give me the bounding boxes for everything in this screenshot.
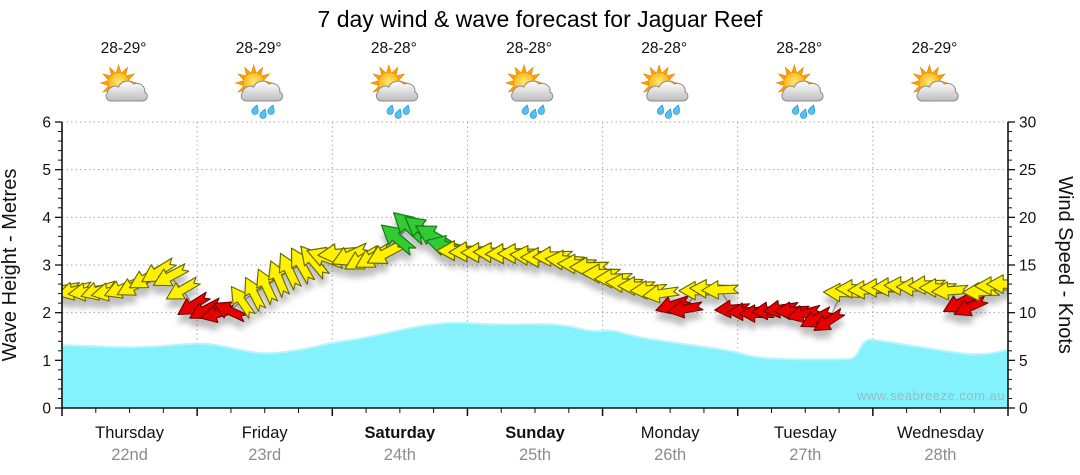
date-label: 22nd (111, 446, 148, 464)
day-header: 28-28° (640, 40, 689, 119)
wind-arrow (667, 300, 704, 319)
rain-drop (537, 104, 545, 115)
day-header: 28-29° (234, 40, 283, 119)
cloud (916, 80, 959, 102)
left-tick-label: 5 (42, 162, 51, 179)
date-label: 25th (519, 446, 551, 464)
day-label: Sunday (505, 424, 565, 442)
left-axis-title: Wave Height - Metres (0, 169, 21, 362)
day-header: 28-28° (369, 40, 419, 119)
wind-arrow (986, 274, 1008, 295)
right-axis-title: Wind Speed - Knots (1054, 176, 1076, 354)
sun-cloud-rain-icon (504, 63, 554, 119)
rain-drop (800, 108, 808, 119)
day-header: 28-28° (775, 40, 824, 119)
day-label: Tuesday (774, 424, 837, 442)
date-label: 24th (384, 446, 416, 464)
right-tick-label: 10 (1019, 305, 1037, 322)
day-header: 28-28° (504, 40, 554, 119)
wind-arrow (165, 276, 201, 300)
sun-cloud-rain-icon (775, 63, 824, 119)
rain-drop (394, 108, 402, 119)
temp-label: 28-28° (506, 40, 552, 57)
wind-arrow (213, 301, 248, 323)
right-tick-label: 20 (1019, 210, 1037, 227)
watermark: www.seabreeze.com.au (856, 388, 1005, 403)
sun-cloud-rain-icon (234, 63, 283, 119)
sun-cloud-rain-icon (369, 63, 419, 119)
page-title: 7 day wind & wave forecast for Jaguar Re… (317, 6, 763, 32)
wind-arrow (366, 239, 406, 265)
ticks (55, 121, 1015, 416)
wind-arrow (813, 308, 846, 332)
wind-arrows (62, 212, 1008, 332)
rain-drop (251, 104, 259, 115)
rain-drop (402, 104, 410, 115)
temp-label: 28-29° (101, 40, 147, 57)
wave-height-area (62, 322, 1008, 408)
day-label: Monday (641, 424, 700, 442)
rain-drop (656, 104, 664, 115)
rain-drop (521, 104, 529, 115)
left-tick-label: 1 (42, 353, 51, 370)
left-tick-label: 6 (42, 115, 51, 132)
rain-drop (259, 108, 267, 119)
day-label: Friday (242, 424, 289, 442)
rain-drop (267, 104, 275, 115)
cloud (511, 80, 554, 102)
right-tick-label: 25 (1019, 162, 1036, 179)
cloud (781, 80, 824, 102)
wave-height-edge (61, 321, 1009, 361)
date-label: 27th (789, 446, 821, 464)
rain-drop (386, 104, 394, 115)
temp-label: 28-28° (776, 40, 822, 57)
temp-label: 28-28° (371, 40, 417, 57)
right-tick-label: 0 (1019, 401, 1028, 418)
left-tick-label: 4 (42, 210, 51, 227)
cloud (646, 80, 689, 102)
date-label: 28th (924, 446, 956, 464)
wind-arrow (931, 281, 970, 301)
rain-drop (664, 108, 672, 119)
right-tick-label: 5 (1019, 353, 1028, 370)
cloud (240, 80, 283, 102)
tick-labels: 0 1 2 3 4 5 6 0 5 10 15 20 25 30 (42, 115, 1036, 418)
wind-arrow (701, 280, 740, 300)
rain-drop (792, 104, 800, 115)
wind-arrow (256, 268, 279, 306)
right-tick-label: 30 (1019, 115, 1037, 132)
rain-drop (672, 104, 680, 115)
left-tick-label: 2 (42, 305, 51, 322)
day-label: Saturday (365, 424, 436, 442)
day-label: Thursday (95, 424, 165, 442)
rain-drop (808, 104, 816, 115)
wind-arrow (268, 260, 291, 298)
sun-cloud-icon (910, 63, 959, 103)
date-label: 23rd (248, 446, 281, 464)
temp-label: 28-29° (912, 40, 958, 57)
rain-drop (529, 108, 537, 119)
wind-arrow (244, 276, 267, 313)
cloud (375, 80, 419, 102)
sun-cloud-rain-icon (640, 63, 689, 119)
wind-arrow (642, 284, 680, 304)
day-header: 28-29° (910, 40, 959, 103)
day-label: Wednesday (897, 424, 985, 442)
left-tick-label: 3 (42, 258, 51, 275)
date-label: 26th (654, 446, 686, 464)
wind-arrow (152, 263, 190, 287)
temp-label: 28-28° (641, 40, 687, 57)
left-tick-label: 0 (42, 401, 51, 418)
right-tick-label: 15 (1019, 258, 1036, 275)
day-header: 28-29° (99, 40, 148, 103)
sun-cloud-icon (99, 63, 148, 103)
temp-label: 28-29° (236, 40, 282, 57)
cloud (105, 80, 148, 102)
